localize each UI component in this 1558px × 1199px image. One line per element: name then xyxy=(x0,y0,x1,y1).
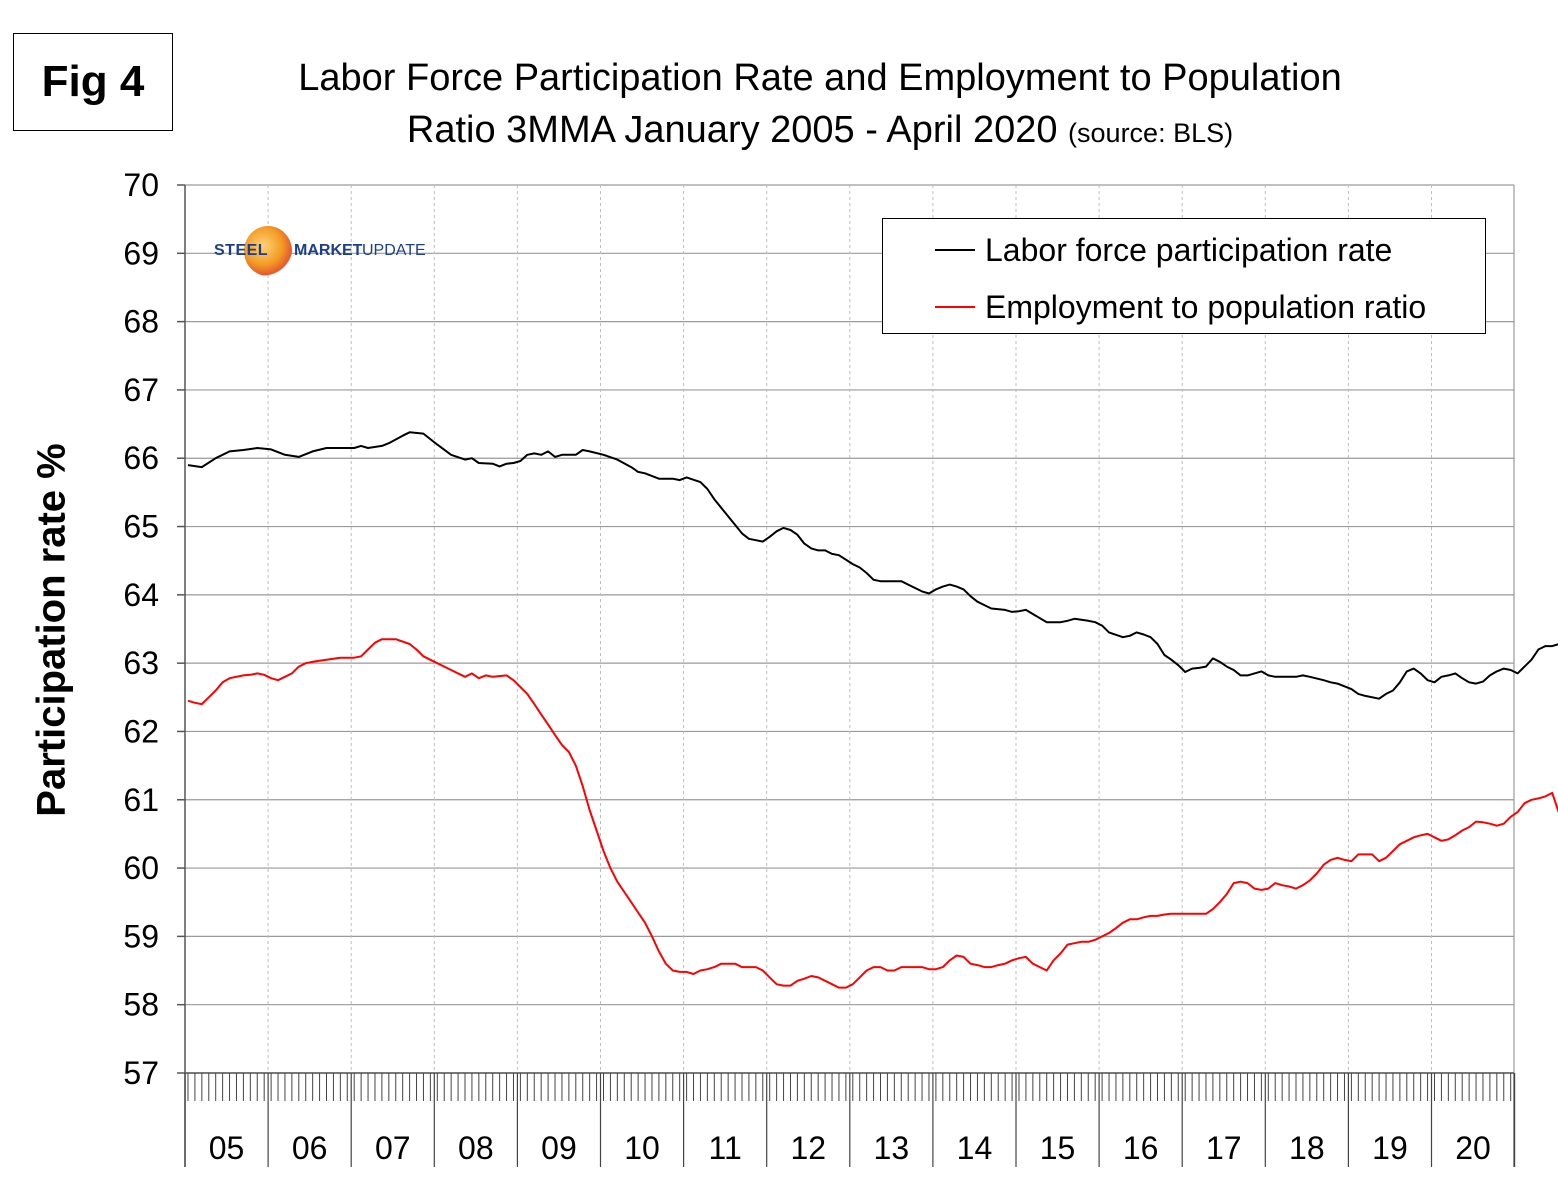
x-year-label: 16 xyxy=(1123,1130,1159,1166)
series-line-participation xyxy=(187,431,1558,700)
y-tick-label: 60 xyxy=(123,850,159,886)
chart-title: Labor Force Participation Rate and Emplo… xyxy=(190,52,1450,159)
figure-label: Fig 4 xyxy=(13,33,173,131)
y-tick-label: 63 xyxy=(123,645,159,681)
steel-market-update-logo: STEEL MARKET UPDATE xyxy=(214,226,444,278)
legend-item-employment: Employment to population ratio xyxy=(935,287,1426,327)
y-tick-label: 61 xyxy=(123,782,159,818)
chart-title-line2-text: Ratio 3MMA January 2005 - April 2020 xyxy=(406,109,1058,151)
logo-swoosh-icon xyxy=(244,226,292,276)
x-year-label: 17 xyxy=(1206,1130,1242,1166)
x-year-label: 15 xyxy=(1040,1130,1076,1166)
legend-label-participation: Labor force participation rate xyxy=(985,231,1393,268)
legend-swatch-participation xyxy=(935,249,975,251)
series-line-employment xyxy=(187,638,1558,989)
logo-word-update: UPDATE xyxy=(362,242,426,259)
x-year-label: 20 xyxy=(1455,1130,1491,1166)
legend-swatch-employment xyxy=(935,306,975,308)
y-axis-label: Participation rate % xyxy=(29,443,74,817)
y-tick-label: 70 xyxy=(123,167,159,203)
y-tick-label: 58 xyxy=(123,987,159,1023)
x-year-label: 08 xyxy=(458,1130,494,1166)
chart-legend: Labor force participation rate Employmen… xyxy=(882,218,1486,334)
x-year-label: 07 xyxy=(375,1130,411,1166)
chart-title-line1: Labor Force Participation Rate and Emplo… xyxy=(298,57,1342,99)
x-year-label: 13 xyxy=(874,1130,910,1166)
chart-title-line2: Ratio 3MMA January 2005 - April 2020 (so… xyxy=(190,104,1450,159)
y-tick-label: 64 xyxy=(123,577,159,613)
x-year-label: 12 xyxy=(790,1130,826,1166)
y-tick-label: 68 xyxy=(123,304,159,340)
y-tick-label: 59 xyxy=(123,918,159,954)
x-year-label: 05 xyxy=(209,1130,245,1166)
y-tick-label: 69 xyxy=(123,235,159,271)
legend-label-employment: Employment to population ratio xyxy=(985,288,1427,325)
y-tick-label: 57 xyxy=(123,1055,159,1091)
x-year-label: 06 xyxy=(292,1130,328,1166)
y-tick-label: 65 xyxy=(123,509,159,545)
legend-item-participation: Labor force participation rate xyxy=(935,230,1392,270)
y-tick-label: 62 xyxy=(123,713,159,749)
x-year-label: 09 xyxy=(541,1130,577,1166)
logo-word-market: MARKET xyxy=(294,242,363,259)
x-year-label: 10 xyxy=(624,1130,660,1166)
x-year-label: 18 xyxy=(1289,1130,1325,1166)
logo-word-steel: STEEL xyxy=(214,242,269,259)
x-year-label: 14 xyxy=(957,1130,993,1166)
y-tick-label: 67 xyxy=(123,372,159,408)
x-year-label: 19 xyxy=(1372,1130,1408,1166)
x-year-label: 11 xyxy=(709,1130,742,1166)
source-note: (source: BLS) xyxy=(1068,118,1234,148)
y-tick-label: 66 xyxy=(123,440,159,476)
